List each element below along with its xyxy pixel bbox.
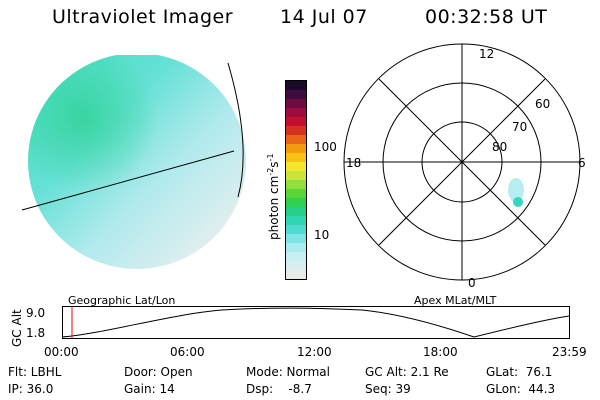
- colorbar-swatch: [286, 126, 306, 136]
- colorbar-swatch: [286, 225, 306, 235]
- colorbar-swatch: [286, 180, 306, 190]
- colorbar-swatch: [286, 117, 306, 127]
- colorbar-swatch: [286, 216, 306, 226]
- bright-region: [28, 55, 246, 269]
- timeline-tick-2359: 23:59: [552, 345, 587, 359]
- aurora-spot: [508, 178, 524, 202]
- colorbar-swatch: [286, 261, 306, 271]
- colorbar-unit-label: photon cm-2s-1: [266, 153, 281, 240]
- colorbar-swatch: [286, 234, 306, 244]
- colorbar-swatch: [286, 252, 306, 262]
- seq-info: Seq: 39: [365, 382, 411, 396]
- colorbar-swatch: [286, 270, 306, 279]
- mode-info: Mode: Normal: [246, 365, 330, 379]
- colorbar-swatch: [286, 144, 306, 154]
- colorbar-swatch: [286, 108, 306, 118]
- lat-60-label: 60: [535, 97, 551, 111]
- mlt-18-label: 18: [346, 156, 362, 170]
- altitude-timeline: [62, 306, 570, 339]
- filter-info: Flt: LBHL: [8, 365, 62, 379]
- geographic-label: Geographic Lat/Lon: [68, 294, 176, 307]
- polar-diagonal-2: [378, 78, 546, 246]
- colorbar-swatch: [286, 153, 306, 163]
- apex-label: Apex MLat/MLT: [414, 294, 497, 307]
- colorbar-tick-10: 10: [314, 228, 330, 242]
- glat-info: GLat: 76.1: [486, 365, 553, 379]
- dsp-info: Dsp: -8.7: [246, 382, 312, 396]
- altitude-curve: [62, 307, 570, 338]
- gcalt-info: GC Alt: 2.1 Re: [365, 365, 449, 379]
- lat-70-label: 70: [512, 120, 528, 134]
- terminator-line: [21, 150, 235, 211]
- colorbar-swatch: [286, 198, 306, 208]
- timeline-y-label: GC Alt: [10, 309, 24, 347]
- date-label: 14 Jul 07: [280, 6, 368, 28]
- timeline-frame: [62, 306, 570, 339]
- colorbar-swatch: [286, 99, 306, 109]
- lat-80-label: 80: [492, 140, 508, 154]
- time-label: 00:32:58 UT: [425, 6, 548, 28]
- limb-arc: [227, 62, 244, 198]
- timeline-tick-0600: 06:00: [170, 345, 205, 359]
- gain-info: Gain: 14: [124, 382, 175, 396]
- mlt-0-label: 0: [468, 276, 476, 290]
- colorbar-swatch: [286, 243, 306, 253]
- glon-info: GLon: 44.3: [486, 382, 556, 396]
- timeline-y-top: 9.0: [26, 306, 46, 320]
- colorbar-swatch: [286, 207, 306, 217]
- ip-info: IP: 36.0: [8, 382, 54, 396]
- colorbar-swatch: [286, 162, 306, 172]
- colorbar-swatch: [286, 189, 306, 199]
- timeline-y-bot: 1.8: [26, 326, 46, 340]
- colorbar-tick-100: 100: [314, 140, 337, 154]
- timeline-tick-1200: 12:00: [297, 345, 332, 359]
- mlt-6-label: 6: [578, 156, 586, 170]
- mlt-12-label: 12: [479, 47, 495, 61]
- instrument-title: Ultraviolet Imager: [52, 6, 234, 28]
- polar-grid: [343, 43, 581, 281]
- colorbar-swatch: [286, 135, 306, 145]
- colorbar-swatch: [286, 171, 306, 181]
- timeline-tick-1800: 18:00: [423, 345, 458, 359]
- earth-disk-image: [21, 55, 246, 269]
- aurora-spot-core: [513, 197, 523, 207]
- door-info: Door: Open: [124, 365, 193, 379]
- timeline-tick-0000: 00:00: [44, 345, 79, 359]
- colorbar-swatch: [286, 90, 306, 100]
- colorbar-swatch: [286, 81, 306, 91]
- colorbar: [285, 80, 307, 280]
